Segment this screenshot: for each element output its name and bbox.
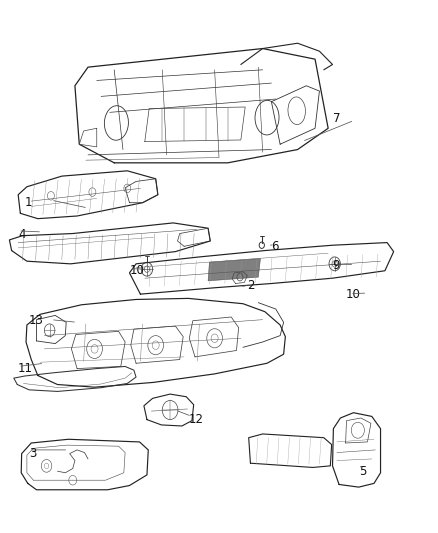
Text: 4: 4 (18, 228, 26, 241)
Text: 5: 5 (359, 465, 366, 478)
Text: 10: 10 (130, 264, 145, 277)
Text: 7: 7 (332, 112, 340, 125)
Text: 11: 11 (18, 362, 33, 375)
Polygon shape (208, 259, 261, 281)
Text: 13: 13 (29, 314, 44, 327)
Text: 2: 2 (247, 279, 255, 292)
Text: 12: 12 (188, 413, 203, 426)
Text: 6: 6 (272, 240, 279, 253)
Text: 1: 1 (25, 196, 32, 209)
Text: 3: 3 (29, 447, 36, 460)
Text: 9: 9 (332, 259, 340, 272)
Text: 10: 10 (346, 288, 360, 301)
